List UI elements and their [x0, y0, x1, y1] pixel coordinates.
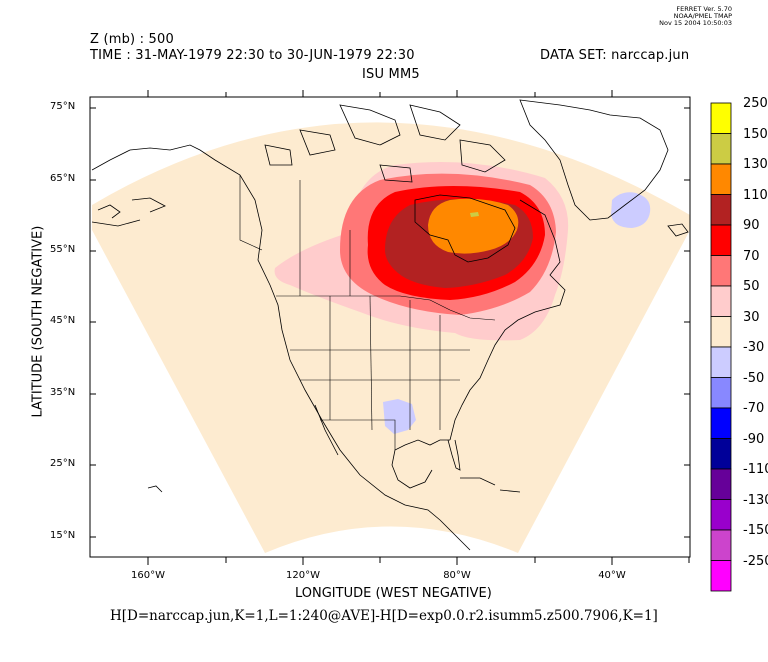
colorbar-label: 30	[743, 309, 760, 325]
colorbar-label: -250	[743, 553, 768, 569]
colorbar-swatch	[710, 133, 732, 165]
x-ticks	[147, 90, 690, 565]
colorbar-label: 250	[743, 96, 768, 111]
colorbar-swatch	[710, 316, 732, 348]
colorbar-label: 130	[743, 157, 768, 172]
time-range: TIME : 31-MAY-1979 22:30 to 30-JUN-1979 …	[90, 48, 415, 63]
y-tick-label: 75°N	[50, 101, 76, 112]
colorbar	[710, 102, 732, 592]
x-tick-label: 40°W	[598, 570, 626, 581]
colorbar-label: -70	[743, 401, 765, 416]
ferret-version: FERRET Ver. 5.70	[676, 5, 732, 13]
colorbar-swatch	[710, 102, 732, 134]
anomaly-plus150-region	[470, 212, 479, 217]
colorbar-label: -150	[743, 523, 768, 538]
coastlines	[91, 99, 689, 551]
colorbar-label: -90	[743, 431, 765, 447]
y-tick-label: 15°N	[50, 530, 76, 541]
colorbar-swatch	[710, 285, 732, 317]
dataset-name: DATA SET: narccap.jun	[540, 48, 690, 63]
colorbar-swatch	[710, 468, 732, 500]
model-name: ISU MM5	[362, 67, 420, 82]
colorbar-label: -110	[743, 462, 768, 477]
colorbar-swatch	[710, 499, 732, 531]
colorbar-swatch	[710, 255, 732, 287]
colorbar-swatch	[710, 438, 732, 470]
negative-anomaly-greenland	[611, 192, 651, 228]
y-tick-label: 45°N	[50, 315, 76, 326]
variable-title: Z (mb) : 500	[90, 32, 174, 47]
y-tick-label: 55°N	[50, 244, 76, 255]
shaded-field	[91, 99, 690, 553]
ferret-org: NOAA/PMEL TMAP	[673, 12, 732, 20]
x-tick-label: 80°W	[443, 570, 471, 581]
ferret-date: Nov 15 2004 10:50:03	[659, 19, 732, 27]
colorbar-label: 150	[743, 126, 768, 142]
y-axis-title: LATITUDE (SOUTH NEGATIVE)	[30, 225, 46, 418]
colorbar-swatch	[710, 377, 732, 409]
ferret-version-stamp: FERRET Ver. 5.70 NOAA/PMEL TMAP Nov 15 2…	[600, 6, 732, 27]
y-tick-label: 25°N	[50, 458, 76, 469]
colorbar-swatch	[710, 560, 732, 592]
colorbar-label: 110	[743, 187, 768, 203]
colorbar-swatch	[710, 224, 732, 256]
colorbar-swatch	[710, 163, 732, 195]
colorbar-label: 70	[743, 248, 760, 264]
y-tick-label: 65°N	[50, 173, 76, 184]
y-ticks	[90, 107, 690, 538]
colorbar-label: -50	[743, 370, 765, 386]
colorbar-label: 50	[743, 279, 760, 294]
x-tick-label: 120°W	[286, 570, 320, 581]
anomaly-plus130-region	[428, 198, 519, 254]
colorbar-label: -30	[743, 340, 765, 355]
political-borders	[239, 175, 496, 450]
plot-frame	[89, 96, 691, 558]
colorbar-label: 90	[743, 218, 760, 233]
colorbar-swatch	[710, 529, 732, 561]
colorbar-swatch	[710, 194, 732, 226]
negative-anomaly-texas	[383, 399, 416, 434]
colorbar-label: -130	[743, 492, 768, 508]
x-tick-label: 160°W	[131, 570, 165, 581]
y-tick-label: 35°N	[50, 387, 76, 398]
colorbar-swatch	[710, 346, 732, 378]
x-axis-title: LONGITUDE (WEST NEGATIVE)	[295, 586, 492, 601]
plot-formula: H[D=narccap.jun,K=1,L=1:240@AVE]-H[D=exp…	[110, 608, 658, 624]
colorbar-swatch	[710, 407, 732, 439]
